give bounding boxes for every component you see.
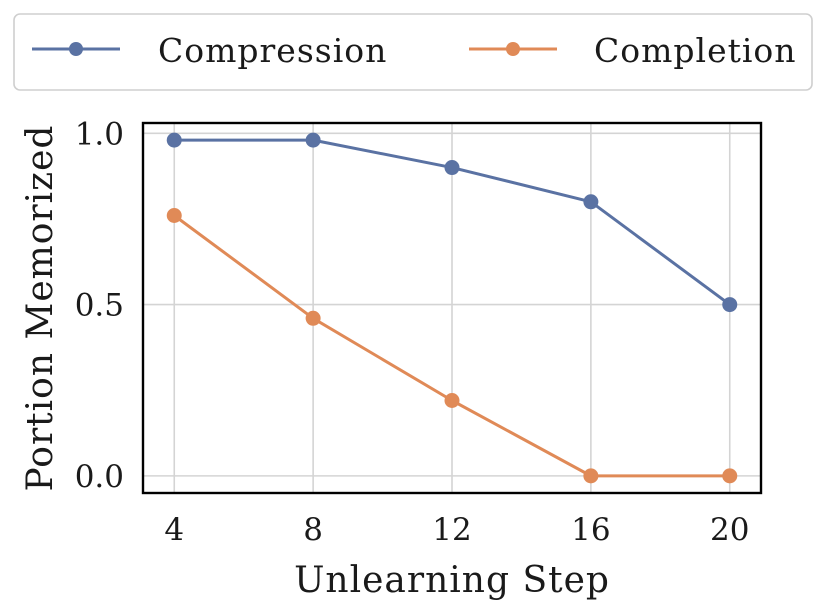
series-completion (166, 208, 738, 484)
x-tick-label: 20 (710, 512, 749, 548)
legend-box (13, 13, 813, 91)
x-tick-labels: 4 8 12 16 20 (164, 512, 749, 548)
x-axis-label: Unlearning Step (294, 560, 610, 601)
x-tick-label: 12 (432, 512, 471, 548)
y-tick-label: 0.0 (75, 459, 124, 495)
legend-label-compression: Compression (158, 31, 387, 70)
legend-marker-completion (506, 42, 520, 56)
data-point-compression (583, 194, 599, 210)
plot-frame (141, 121, 763, 495)
data-point-completion (722, 468, 738, 484)
legend-label-completion: Completion (594, 31, 797, 70)
data-point-compression (305, 132, 321, 148)
y-tick-labels: 0.0 0.5 1.0 (75, 116, 124, 495)
y-tick-label: 1.0 (75, 116, 124, 152)
plot-area (141, 121, 763, 495)
data-point-completion (444, 393, 460, 408)
series-layer (166, 132, 738, 484)
legend-entry-compression: Compression (32, 31, 387, 70)
data-point-compression (166, 132, 182, 148)
series-compression (166, 132, 738, 313)
legend-marker-compression (69, 42, 83, 56)
data-point-compression (444, 160, 460, 176)
data-point-completion (583, 468, 599, 484)
grid (143, 123, 761, 493)
x-tick-label: 16 (571, 512, 610, 548)
x-tick-label: 8 (303, 512, 323, 548)
data-point-completion (305, 310, 321, 326)
data-point-completion (166, 208, 182, 223)
y-axis-label: Portion Memorized (20, 125, 61, 492)
x-tick-label: 4 (164, 512, 184, 548)
data-point-compression (722, 297, 738, 313)
y-tick-label: 0.5 (75, 288, 124, 324)
legend-entry-completion: Completion (469, 31, 797, 70)
legend: Compression Completion (13, 13, 813, 91)
